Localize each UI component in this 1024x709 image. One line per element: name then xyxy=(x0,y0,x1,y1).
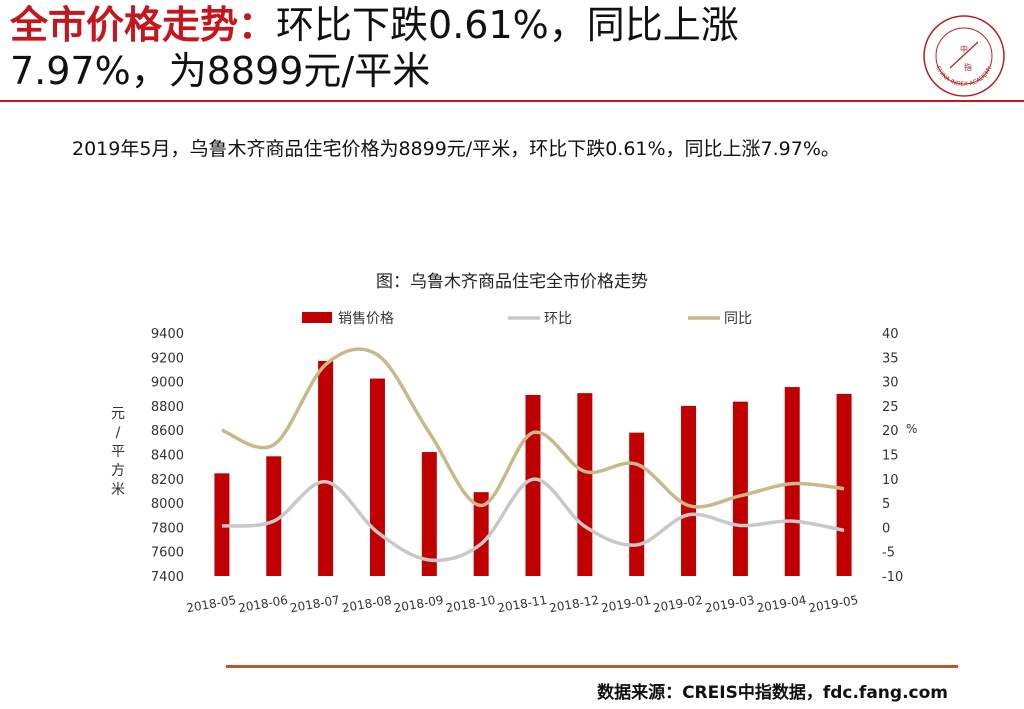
y-right-tick-label: -5 xyxy=(882,546,895,561)
y-right-tick-label: 40 xyxy=(882,327,899,342)
x-tick-label: 2018-11 xyxy=(496,593,548,615)
x-tick-label: 2019-03 xyxy=(704,593,756,615)
title-line2: 7.97%，为8899元/平米 xyxy=(10,49,431,93)
y-left-axis-label-char: 米 xyxy=(111,482,125,498)
logo-center-top: 中 xyxy=(960,44,968,54)
chart-title: 图：乌鲁木齐商品住宅全市价格走势 xyxy=(376,272,648,292)
y-left-tick-label: 8800 xyxy=(151,400,184,415)
header-divider xyxy=(0,100,1024,102)
x-tick-label: 2018-12 xyxy=(548,593,600,615)
y-left-tick-label: 8600 xyxy=(151,424,184,439)
line-series xyxy=(221,347,845,563)
title-emphasis: 全市价格走势： xyxy=(10,3,277,47)
y-left-tick-label: 7600 xyxy=(151,546,184,561)
bar-2019-02 xyxy=(681,405,697,576)
x-tick-label: 2019-01 xyxy=(600,593,652,615)
summary-text: 2019年5月，乌鲁木齐商品住宅价格为8899元/平米，环比下跌0.61%，同比… xyxy=(72,138,840,160)
y-left-tick-label: 7400 xyxy=(151,570,184,585)
y-right-tick-label: 10 xyxy=(882,473,899,488)
y-right-tick-label: 15 xyxy=(882,449,899,464)
data-source: 数据来源：CREIS中指数据，fdc.fang.com xyxy=(597,683,948,703)
title-line1: 环比下跌0.61%，同比上涨 xyxy=(276,3,739,47)
y-left-tick-label: 8200 xyxy=(151,473,184,488)
x-tick-label: 2019-02 xyxy=(652,593,704,615)
x-tick-label: 2018-09 xyxy=(393,593,445,615)
y-right-tick-label: 5 xyxy=(882,497,890,512)
x-tick-label: 2019-05 xyxy=(807,593,859,615)
y-right-tick-label: 30 xyxy=(882,376,899,391)
y-left-tick-label: 7800 xyxy=(151,521,184,536)
y-left-axis-label-char: 元 xyxy=(111,406,125,422)
y-right-tick-label: 35 xyxy=(882,351,899,366)
line-yoy xyxy=(221,347,845,509)
legend-yoy-label: 同比 xyxy=(724,311,752,327)
x-tick-label: 2018-10 xyxy=(445,593,497,615)
y-right-axis-label: % xyxy=(906,422,917,436)
y-right-tick-label: 20 xyxy=(882,424,899,439)
footer-divider xyxy=(226,665,958,668)
bar-2018-08 xyxy=(369,378,385,576)
x-tick-label: 2018-05 xyxy=(185,593,237,615)
bar-series xyxy=(214,360,852,576)
y-right-tick-label: 0 xyxy=(882,521,890,536)
x-tick-label: 2019-04 xyxy=(756,593,808,615)
bar-2018-06 xyxy=(266,456,282,576)
legend-price-swatch xyxy=(302,312,332,323)
bar-2019-05 xyxy=(836,393,852,576)
line-mom xyxy=(221,477,845,563)
y-left-tick-label: 8400 xyxy=(151,449,184,464)
bar-2019-03 xyxy=(732,401,748,576)
legend-mom-label: 环比 xyxy=(544,311,572,327)
y-left-axis-label-char: 方 xyxy=(111,463,125,479)
bar-2018-11 xyxy=(525,394,541,576)
bar-2019-04 xyxy=(784,387,800,576)
x-tick-label: 2018-06 xyxy=(237,593,289,615)
x-tick-label: 2018-08 xyxy=(341,593,393,615)
y-left-axis-label-char: / xyxy=(116,425,121,441)
y-right-tick-label: 25 xyxy=(882,400,899,415)
logo-center-bottom: 指 xyxy=(964,62,972,72)
y-left-axis-label-char: 平 xyxy=(111,444,125,460)
chart-legend: 销售价格 环比 同比 xyxy=(302,311,752,327)
x-tick-label: 2018-07 xyxy=(289,593,341,615)
y-left-tick-label: 9000 xyxy=(151,376,184,391)
bar-2018-10 xyxy=(473,492,489,576)
bar-2019-01 xyxy=(629,432,645,576)
bar-2018-09 xyxy=(421,452,437,576)
bar-2018-12 xyxy=(577,393,593,576)
china-index-academy-logo: CHINA INDEX ACADEMY 中 指 xyxy=(923,15,1005,97)
y-left-tick-label: 9200 xyxy=(151,351,184,366)
legend-price-label: 销售价格 xyxy=(338,311,394,327)
y-left-tick-label: 8000 xyxy=(151,497,184,512)
bar-2018-07 xyxy=(318,360,334,576)
page-title: 全市价格走势：环比下跌0.61%，同比上涨 7.97%，为8899元/平米 xyxy=(10,2,910,94)
y-left-tick-label: 9400 xyxy=(151,327,184,342)
y-right-tick-label: -10 xyxy=(882,570,903,585)
